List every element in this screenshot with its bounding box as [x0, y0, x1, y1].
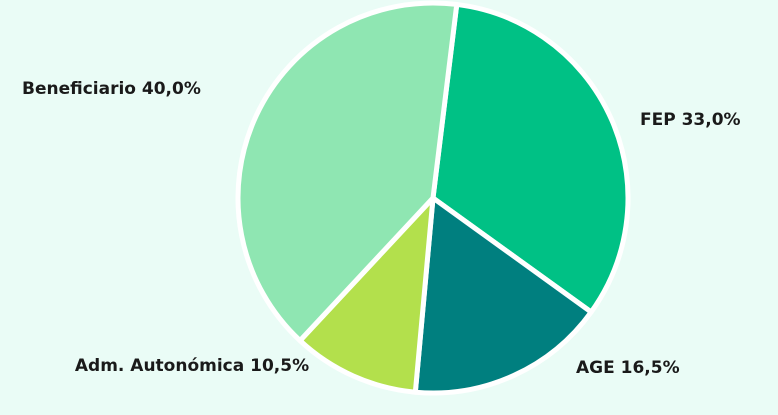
- slice-label-beneficiario: Beneficiario 40,0%: [22, 79, 201, 99]
- pie-slice-beneficiario: [235, 0, 460, 344]
- slice-label-fep: FEP 33,0%: [640, 110, 741, 130]
- slice-label-age: AGE 16,5%: [576, 358, 680, 378]
- pie-slice-adm-auton-mica: [297, 195, 436, 395]
- pie-slice-fep: [430, 1, 631, 315]
- pie-slice-age: [412, 195, 594, 396]
- slice-label-adm-autonomica: Adm. Autonómica 10,5%: [74, 356, 310, 376]
